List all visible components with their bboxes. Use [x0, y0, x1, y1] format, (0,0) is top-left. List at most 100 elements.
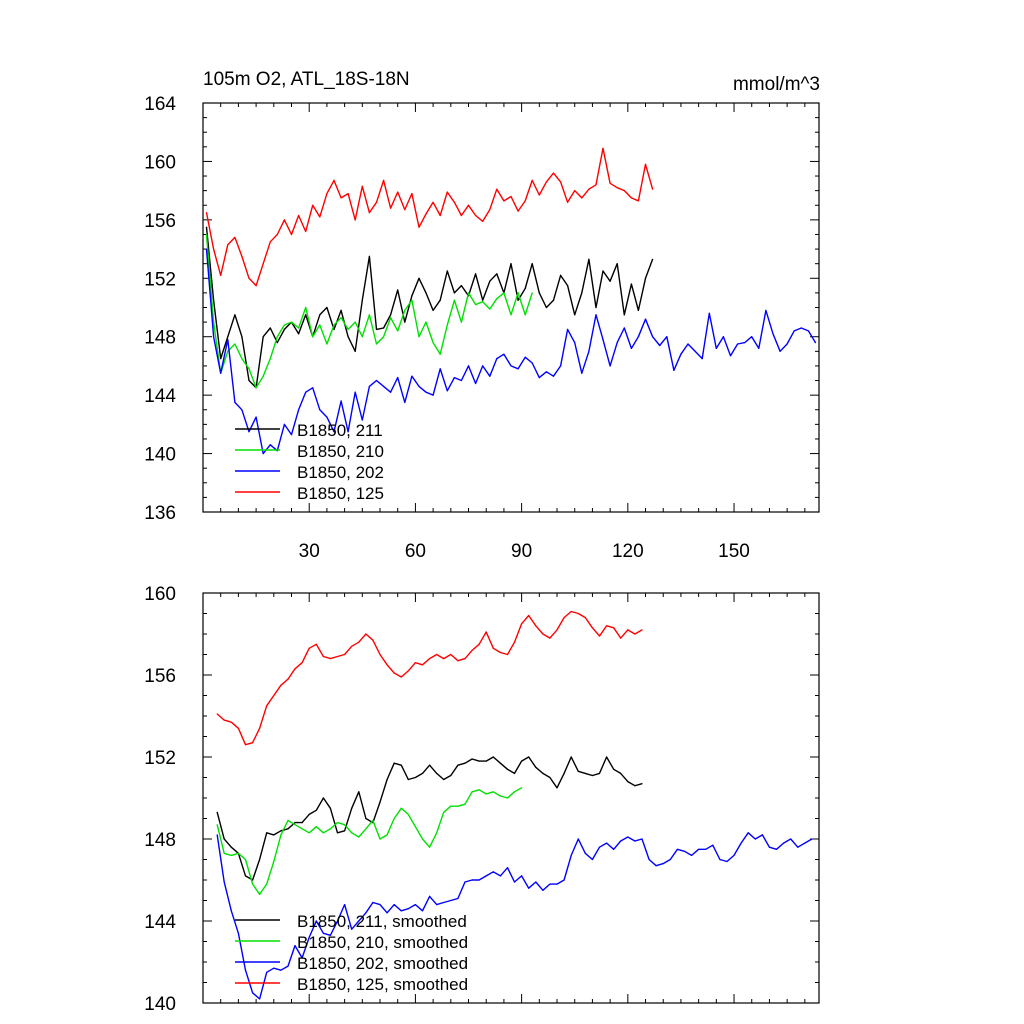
- series-line: [205, 227, 654, 389]
- data-point: [772, 333, 774, 335]
- data-point: [432, 309, 434, 311]
- series-2: [216, 787, 523, 895]
- data-point: [793, 330, 795, 332]
- data-point: [648, 858, 650, 861]
- legend-label: B1850, 125, smoothed: [297, 975, 468, 994]
- y-tick-label: 140: [144, 994, 176, 1015]
- data-point: [528, 614, 530, 617]
- data-point: [390, 207, 392, 209]
- data-point: [358, 791, 360, 793]
- data-point: [333, 328, 335, 330]
- data-point: [549, 776, 551, 779]
- data-point: [336, 832, 339, 834]
- data-point: [351, 832, 353, 834]
- data-point: [443, 901, 445, 904]
- data-point: [305, 230, 307, 233]
- data-point: [439, 299, 441, 301]
- data-point: [418, 385, 420, 387]
- data-point: [407, 670, 409, 672]
- data-point: [383, 327, 385, 329]
- top-panel: 105m O2, ATL_18S-18N mmol/m^3 1361401441…: [144, 69, 820, 562]
- data-point: [517, 292, 519, 294]
- data-point: [496, 358, 498, 360]
- data-point: [634, 840, 636, 842]
- data-point: [322, 832, 324, 834]
- bottom-series-group: [216, 610, 813, 1000]
- legend-label: B1850, 210, smoothed: [297, 933, 468, 952]
- data-point: [673, 369, 675, 371]
- data-point: [627, 629, 629, 631]
- data-point: [641, 783, 643, 785]
- data-point: [414, 904, 416, 906]
- data-point: [492, 647, 494, 649]
- data-point: [754, 838, 756, 840]
- legend-label: B1850, 211: [297, 421, 383, 440]
- data-point: [213, 248, 215, 250]
- y-tick-label: 148: [144, 830, 176, 851]
- data-point: [581, 292, 583, 294]
- data-point: [273, 860, 275, 863]
- data-point: [213, 299, 215, 301]
- x-tick-label: 30: [299, 541, 320, 562]
- data-point: [393, 817, 395, 820]
- data-point: [467, 365, 470, 367]
- data-point: [475, 214, 477, 217]
- data-point: [439, 353, 441, 355]
- data-point: [237, 852, 239, 854]
- data-point: [443, 658, 445, 660]
- data-point: [404, 209, 406, 211]
- data-point: [747, 832, 749, 834]
- data-point: [329, 807, 331, 809]
- data-point: [336, 655, 339, 658]
- data-point: [365, 828, 367, 830]
- data-point: [305, 306, 307, 309]
- data-point: [560, 274, 562, 276]
- data-point: [393, 672, 395, 674]
- data-point: [375, 343, 378, 345]
- data-point: [606, 756, 608, 758]
- data-point: [397, 289, 399, 291]
- data-point: [294, 822, 296, 824]
- data-point: [446, 270, 448, 272]
- data-point: [457, 660, 459, 662]
- data-point: [609, 182, 611, 184]
- data-point: [283, 324, 285, 326]
- top-series-group: [205, 147, 817, 455]
- data-point: [574, 314, 576, 316]
- data-point: [807, 330, 810, 332]
- data-point: [425, 391, 427, 393]
- data-point: [205, 226, 208, 228]
- data-point: [630, 197, 633, 199]
- data-point: [627, 781, 629, 783]
- data-point: [485, 793, 487, 795]
- data-point: [266, 705, 268, 707]
- data-point: [425, 321, 427, 323]
- data-point: [372, 819, 374, 822]
- data-point: [252, 883, 254, 885]
- data-point: [478, 789, 480, 791]
- data-point: [368, 255, 370, 257]
- data-point: [368, 212, 370, 214]
- data-point: [606, 842, 608, 844]
- data-point: [545, 371, 548, 373]
- data-point: [269, 444, 271, 446]
- data-point: [425, 292, 427, 294]
- data-point: [634, 633, 636, 635]
- data-point: [234, 314, 236, 316]
- data-point: [252, 992, 254, 994]
- series-line: [205, 147, 654, 287]
- data-point: [751, 336, 753, 338]
- data-point: [354, 219, 356, 221]
- data-point: [744, 342, 746, 344]
- data-point: [234, 401, 236, 403]
- data-point: [340, 400, 342, 402]
- data-point: [602, 147, 604, 149]
- data-point: [386, 664, 388, 666]
- data-point: [535, 625, 537, 627]
- data-point: [453, 201, 455, 203]
- data-point: [308, 813, 310, 816]
- data-point: [301, 822, 303, 824]
- data-point: [482, 301, 484, 303]
- data-point: [574, 342, 576, 344]
- data-point: [336, 822, 339, 824]
